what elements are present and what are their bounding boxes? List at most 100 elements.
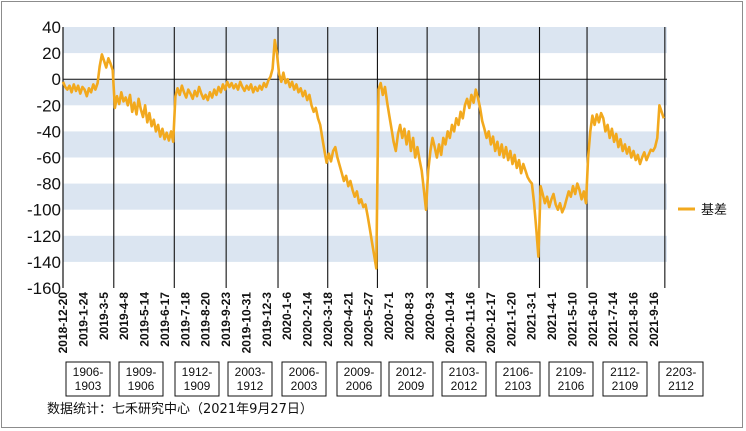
contract-box-border bbox=[388, 361, 434, 397]
contract-box-text: 2112 bbox=[668, 379, 694, 393]
contract-box-border bbox=[281, 361, 327, 397]
grid-band bbox=[63, 27, 667, 54]
x-tick-label: 2020-7-1 bbox=[382, 292, 396, 340]
contract-box: 2103-2012 bbox=[441, 361, 487, 397]
x-tick-label: 2020-1-6 bbox=[280, 292, 294, 340]
x-tick-label: 2021-3-1 bbox=[525, 292, 539, 340]
y-tick-label: 40 bbox=[42, 18, 61, 37]
contract-box-text: 2012 bbox=[451, 379, 478, 393]
contract-box-text: 2006 bbox=[346, 379, 373, 393]
series-lines bbox=[61, 38, 666, 270]
x-tick-label: 2019-9-23 bbox=[219, 292, 233, 347]
grid-band bbox=[63, 235, 667, 262]
y-tick-label: -120 bbox=[27, 227, 61, 246]
contract-box: 2203-2112 bbox=[658, 361, 704, 397]
contract-box: 2006-2003 bbox=[281, 361, 327, 397]
x-tick-label: 2019-8-20 bbox=[199, 292, 213, 347]
contract-box-text: 2203- bbox=[666, 365, 697, 379]
contract-box-text: 2103- bbox=[449, 365, 480, 379]
x-tick-label: 2019-1-24 bbox=[76, 292, 90, 347]
x-tick-label: 2021-8-16 bbox=[627, 292, 641, 347]
contract-box-text: 2003- bbox=[235, 365, 266, 379]
x-tick-label: 2019-7-18 bbox=[178, 292, 192, 347]
y-tick-label: -40 bbox=[36, 122, 61, 141]
contract-box-text: 1909- bbox=[126, 365, 157, 379]
series-line-基差 bbox=[61, 38, 666, 270]
x-tick-label: 2021-1-20 bbox=[504, 292, 518, 347]
contract-box: 1912-1909 bbox=[174, 361, 220, 397]
contract-box: 1909-1906 bbox=[118, 361, 164, 397]
y-tick-label: -160 bbox=[27, 279, 61, 298]
contract-box-text: 1912 bbox=[237, 379, 264, 393]
legend-label: 基差 bbox=[701, 203, 727, 218]
x-tick-label: 2021-4-1 bbox=[545, 292, 559, 340]
grid-band bbox=[63, 79, 667, 106]
x-tick-label: 2019-4-8 bbox=[117, 292, 131, 340]
axes bbox=[62, 27, 667, 288]
contract-box: 1906-1903 bbox=[65, 361, 111, 397]
contract-box-text: 1912- bbox=[182, 365, 213, 379]
contract-box-text: 2109- bbox=[556, 365, 587, 379]
contract-box-text: 2006- bbox=[289, 365, 320, 379]
x-tick-label: 2021-7-14 bbox=[606, 292, 620, 347]
grid-band bbox=[63, 131, 667, 158]
y-tick-label: -60 bbox=[36, 149, 61, 168]
x-tick-label: 2020-5-27 bbox=[362, 292, 376, 347]
y-tick-label: -80 bbox=[36, 175, 61, 194]
x-tick-label: 2020-9-3 bbox=[423, 292, 437, 340]
contract-box-border bbox=[658, 361, 704, 397]
x-tick-label: 2020-3-18 bbox=[321, 292, 335, 347]
contract-box-border bbox=[441, 361, 487, 397]
contract-box-text: 2009- bbox=[344, 365, 375, 379]
x-tick-label: 2021-5-10 bbox=[565, 292, 579, 347]
contract-box-border bbox=[602, 361, 648, 397]
x-tick-label: 2019-5-14 bbox=[138, 292, 152, 347]
x-tick-label: 2021-9-16 bbox=[647, 292, 661, 347]
contract-box-border bbox=[174, 361, 220, 397]
contract-box-border bbox=[118, 361, 164, 397]
contract-box: 2106-2103 bbox=[495, 361, 541, 397]
contract-box: 2009-2006 bbox=[336, 361, 382, 397]
x-tick-label: 2020-12-17 bbox=[484, 292, 498, 354]
x-tick-label: 2021-6-10 bbox=[586, 292, 600, 347]
x-tick-label: 2018-12-20 bbox=[56, 292, 70, 354]
contract-box-text: 2103 bbox=[505, 379, 532, 393]
contract-box: 2003-1912 bbox=[227, 361, 273, 397]
contract-boxes: 1906-19031909-19061912-19092003-19122006… bbox=[65, 361, 704, 397]
y-tick-label: -100 bbox=[27, 201, 61, 220]
x-tick-label: 2019-12-3 bbox=[260, 292, 274, 347]
x-axis-tick-labels: 2018-12-20 2019-1-24 2019-3-5 2019-4-8 2019-… bbox=[56, 292, 661, 354]
contract-box-border bbox=[336, 361, 382, 397]
x-tick-label: 2020-8-3 bbox=[402, 292, 416, 340]
contract-box: 2012-2009 bbox=[388, 361, 434, 397]
x-tick-label: 2020-10-14 bbox=[443, 292, 457, 354]
contract-box-text: 2112- bbox=[610, 365, 640, 379]
y-tick-label: -140 bbox=[27, 253, 61, 272]
contract-box-text: 1903 bbox=[75, 379, 102, 393]
contract-box-text: 2106- bbox=[503, 365, 534, 379]
contract-box-text: 2012- bbox=[396, 365, 427, 379]
x-tick-label: 2019-3-5 bbox=[97, 292, 111, 340]
contract-box-text: 2009 bbox=[398, 379, 425, 393]
contract-box-text: 2106 bbox=[558, 379, 585, 393]
x-tick-label: 2020-4-21 bbox=[341, 292, 355, 347]
legend: 基差 bbox=[678, 203, 727, 218]
y-tick-label: 0 bbox=[52, 70, 61, 89]
x-tick-label: 2019-10-31 bbox=[239, 292, 253, 354]
y-tick-label: -20 bbox=[36, 96, 61, 115]
y-axis-tick-labels: 40 20 0 -20 -40 -60 -80 -100 -120 -140 -160 bbox=[27, 18, 61, 298]
y-tick-label: 20 bbox=[42, 44, 61, 63]
contract-box-border bbox=[227, 361, 273, 397]
contract-box: 2109-2106 bbox=[548, 361, 594, 397]
source-note: 数据统计：七禾研究中心（2021年9月27日） bbox=[47, 402, 313, 417]
contract-box-border bbox=[548, 361, 594, 397]
contract-box-text: 2003 bbox=[291, 379, 318, 393]
contract-box-border bbox=[495, 361, 541, 397]
x-tick-label: 2020-11-16 bbox=[464, 292, 478, 353]
x-tick-label: 2019-6-17 bbox=[158, 292, 172, 347]
x-tick-label: 2020-2-14 bbox=[301, 292, 315, 347]
contract-box-border bbox=[65, 361, 111, 397]
contract-box-text: 2109 bbox=[612, 379, 639, 393]
